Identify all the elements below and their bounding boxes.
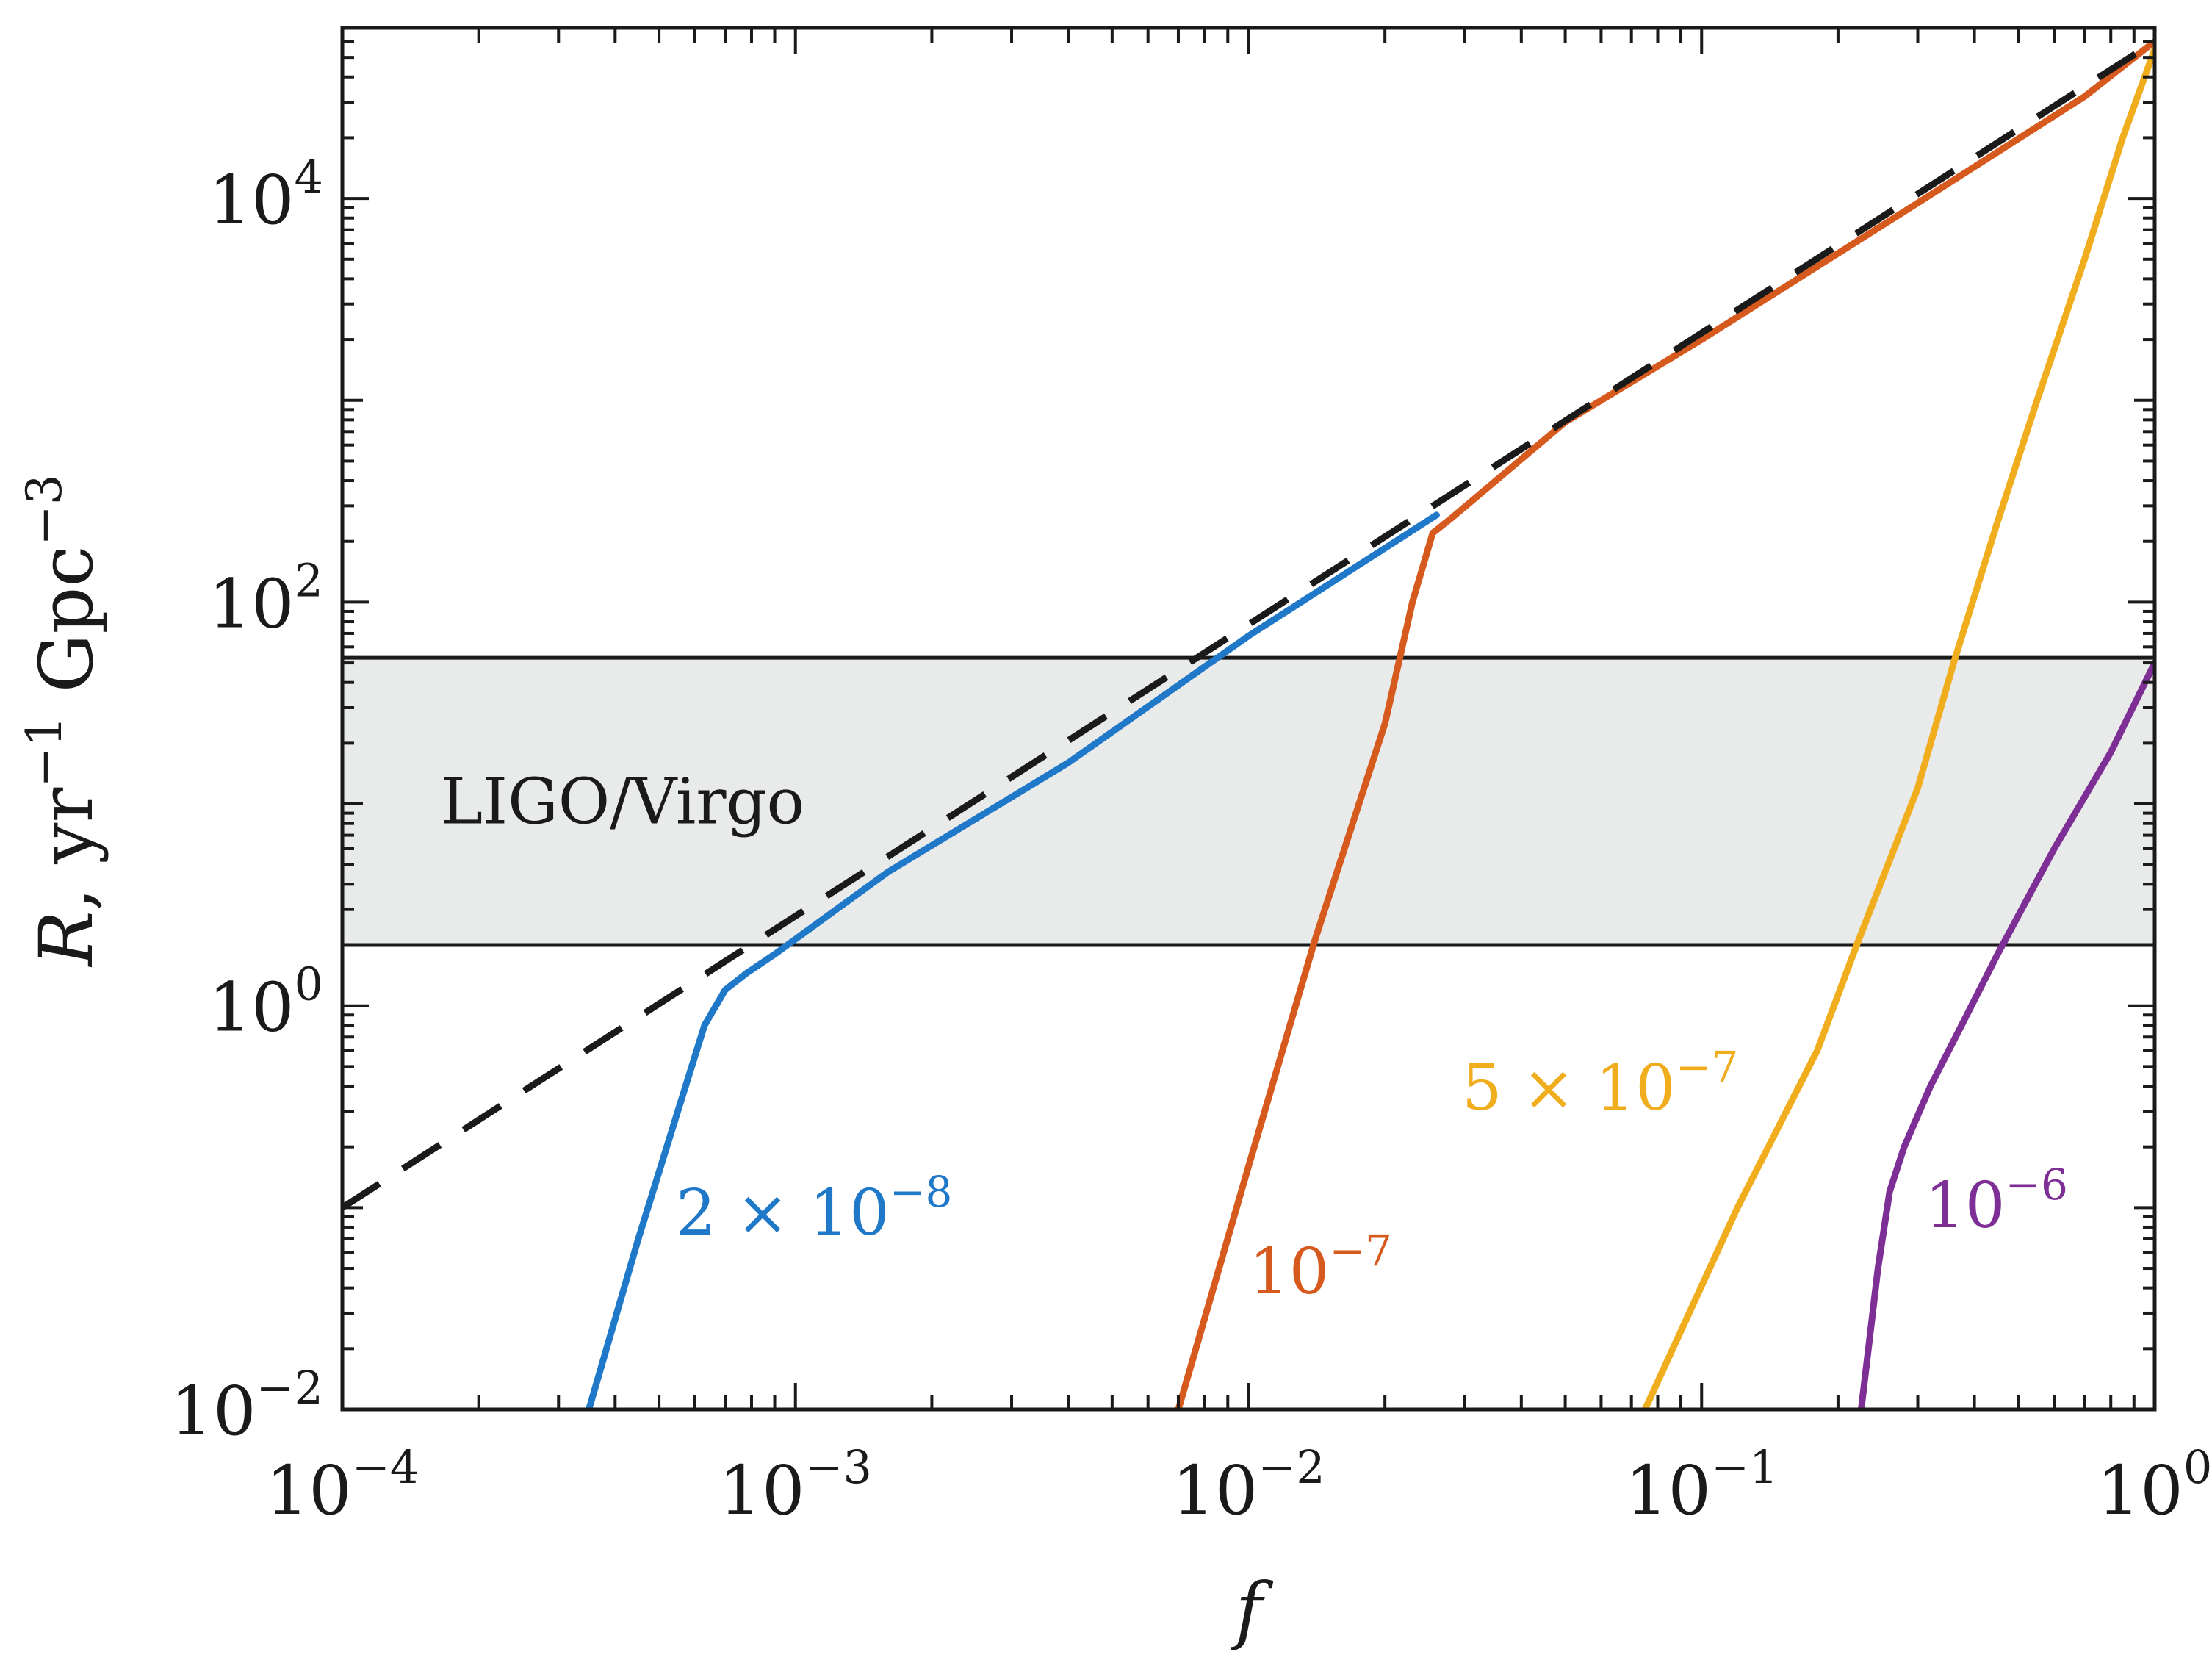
y-tick-label-1: 100 [208,957,323,1047]
series-label-1e-7-prefix: 10 [1249,1235,1329,1309]
y-axis-label-unit-gpc-exp: −3 [16,474,73,545]
series-line-0 [586,511,1440,1409]
y-tick-label-2: 102 [208,553,323,643]
y-axis-label-space [24,692,109,716]
series-label-1e-6: 10−6 [1925,1160,2068,1243]
y-axis-label-symbol: R [24,910,109,967]
series-label-1e-6-prefix: 10 [1925,1169,2005,1243]
series-label-2e-8-exp: −8 [890,1167,953,1217]
ligo-virgo-label: LIGO/Virgo [441,766,804,839]
x-tick-label-0: 10−4 [266,1440,419,1530]
y-axis-label-comma: , [24,864,109,911]
series-label-5e-7-exp: −7 [1676,1042,1739,1092]
y-tick-label-0: 10−2 [170,1361,323,1451]
x-tick-label-3: 10−1 [1625,1440,1778,1530]
y-tick-label-3: 104 [208,150,323,240]
x-tick-label-1: 10−3 [719,1440,872,1530]
y-axis-label: R, yr−1 Gpc−3 [16,474,109,967]
series-label-1e-7-exp: −7 [1329,1226,1392,1276]
series-line-1 [1175,37,2155,1409]
y-tick-labels: 10−2 100 102 104 [170,150,323,1451]
series-label-5e-7: 5 × 10−7 [1462,1042,1738,1125]
y-axis-label-unit-yr: yr [24,787,109,864]
series-line-3 [1858,659,2155,1409]
x-axis-label: f [1230,1567,1273,1653]
series-label-2e-8-prefix: 2 × 10 [676,1176,890,1250]
series-line-2 [1641,46,2155,1409]
series-label-2e-8: 2 × 10−8 [676,1167,952,1250]
series-label-1e-7: 10−7 [1249,1226,1392,1309]
envelope-dashed-line [342,38,2155,1211]
plot-frame [340,26,2157,1412]
series-layer [342,37,2155,1409]
series-label-5e-7-prefix: 5 × 10 [1462,1052,1676,1125]
x-tick-labels: 10−4 10−3 10−2 10−1 100 [266,1440,2212,1530]
ligo-virgo-band [342,658,2155,946]
x-tick-label-4: 100 [2097,1440,2212,1530]
y-axis-label-unit-yr-exp: −1 [16,716,73,787]
x-tick-label-2: 10−2 [1172,1440,1325,1530]
tick-layer [341,26,2155,1411]
y-axis-label-unit-gpc: Gpc [24,546,109,693]
series-label-1e-6-exp: −6 [2005,1160,2068,1210]
